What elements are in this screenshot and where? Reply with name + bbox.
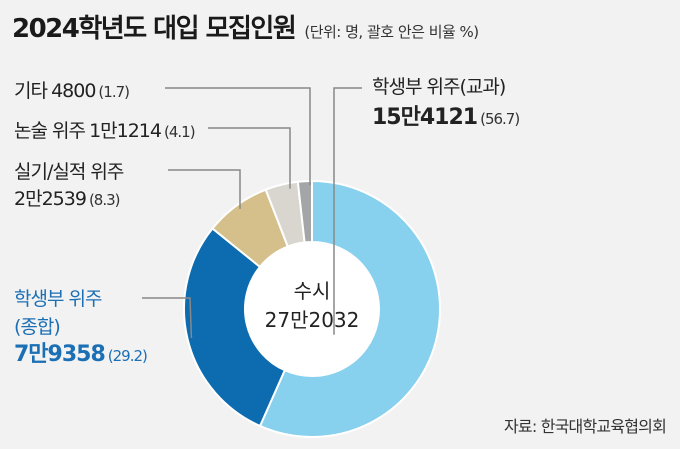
center-label: 수시	[294, 279, 331, 303]
slices-group	[183, 179, 441, 438]
slice-name: 실기/실적 위주	[14, 161, 124, 183]
label-nonsul: 논술 위주 1만1214 (4.1)	[14, 116, 196, 143]
label-jonghap: 학생부 위주 (종합) 7만9358 (29.2)	[14, 285, 148, 370]
leader-line-4	[165, 87, 311, 186]
label-silgi: 실기/실적 위주 2만2539 (8.3)	[14, 157, 124, 211]
center-value: 27만2032	[265, 308, 360, 332]
slice-value: 15만4121	[372, 105, 478, 130]
leader-line-3	[208, 127, 291, 189]
slice-percent: (4.1)	[164, 123, 196, 141]
slice-value: 4800	[51, 80, 96, 102]
slice-percent: (29.2)	[107, 347, 148, 365]
slice-name: 학생부 위주 (종합)	[14, 288, 102, 338]
chart-subtitle: (단위: 명, 괄호 안은 비율 %)	[304, 23, 479, 41]
donut-hole	[245, 242, 379, 376]
slice-value: 7만9358	[14, 342, 106, 367]
slice-name: 기타	[14, 80, 48, 102]
label-kyogwa: 학생부 위주(교과) 15만4121 (56.7)	[372, 72, 520, 131]
slice-name: 학생부 위주(교과)	[372, 76, 506, 98]
slice-percent: (1.7)	[98, 83, 130, 101]
slice-value: 1만1214	[89, 120, 162, 142]
slice-percent: (8.3)	[88, 191, 121, 209]
slice-value: 2만2539	[14, 188, 87, 210]
chart-title: 2024학년도 대입 모집인원	[12, 14, 297, 44]
leader-line-2	[168, 169, 241, 209]
slice-percent: (56.7)	[480, 110, 520, 128]
chart-title-block: 2024학년도 대입 모집인원 (단위: 명, 괄호 안은 비율 %)	[12, 8, 479, 45]
label-gita: 기타 4800 (1.7)	[14, 76, 130, 103]
leader-line-0	[333, 87, 362, 335]
leader-line-1	[142, 297, 193, 339]
slice-name: 논술 위주	[14, 120, 86, 142]
source-note: 자료: 한국대학교육협의회	[504, 417, 667, 436]
leader-lines	[142, 87, 362, 339]
